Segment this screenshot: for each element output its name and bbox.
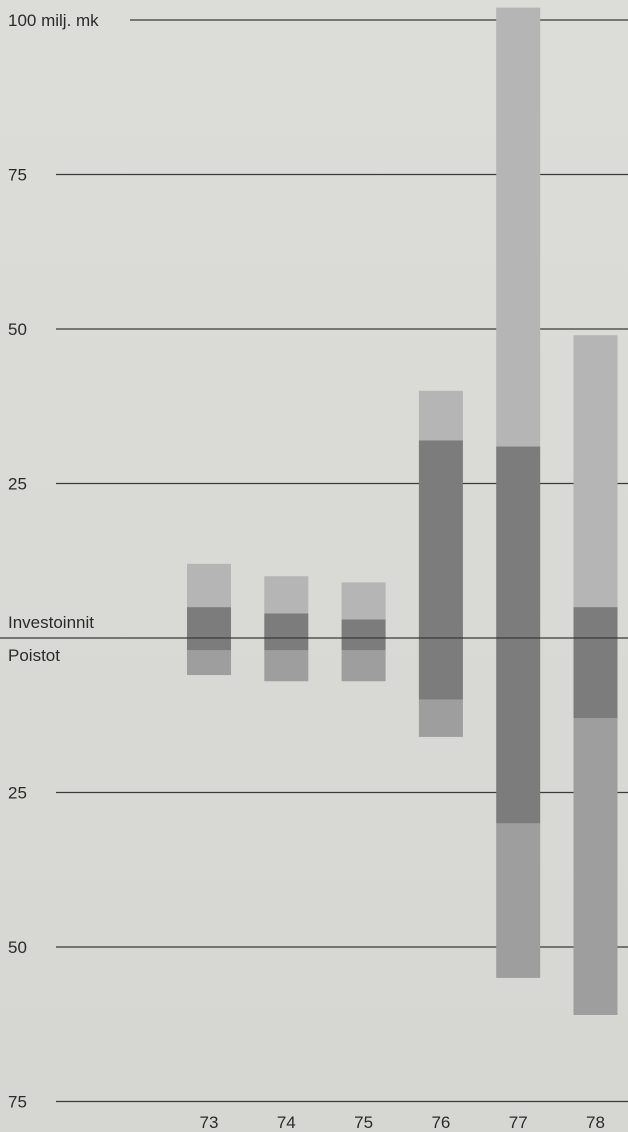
x-tick-label-75: 75 bbox=[354, 1113, 373, 1132]
bar-above-segment-1-cat-76 bbox=[418, 390, 463, 441]
bar-above-segment-0-cat-73 bbox=[187, 607, 231, 638]
y-tick-label-below-1: 50 bbox=[8, 938, 27, 957]
bar-below-segment-0-cat-78 bbox=[573, 638, 618, 719]
x-tick-label-76: 76 bbox=[431, 1113, 450, 1132]
bar-above-segment-0-cat-78 bbox=[573, 607, 618, 638]
bar-below-segment-0-cat-75 bbox=[341, 638, 386, 651]
x-tick-label-77: 77 bbox=[509, 1113, 528, 1132]
bar-below-segment-1-cat-73 bbox=[187, 650, 231, 676]
bar-above-segment-0-cat-76 bbox=[418, 440, 463, 638]
bar-above-segment-1-cat-73 bbox=[187, 563, 231, 608]
y-tick-label-below-2: 75 bbox=[8, 1093, 27, 1112]
x-tick-label-78: 78 bbox=[586, 1113, 605, 1132]
bar-below-segment-0-cat-74 bbox=[264, 638, 309, 651]
bar-above-segment-0-cat-74 bbox=[264, 613, 309, 638]
bar-above-segment-1-cat-78 bbox=[573, 335, 618, 608]
x-tick-label-74: 74 bbox=[277, 1113, 296, 1132]
y-tick-label-below-0: 25 bbox=[8, 784, 27, 803]
x-tick-label-73: 73 bbox=[200, 1113, 219, 1132]
bar-below-segment-1-cat-76 bbox=[418, 699, 463, 737]
bar-below-segment-0-cat-73 bbox=[187, 638, 231, 651]
y-tick-label-above-1: 75 bbox=[8, 166, 27, 185]
bar-below-segment-1-cat-75 bbox=[341, 650, 386, 682]
y-tick-label-above-0: 100 milj. mk bbox=[8, 11, 99, 30]
bar-above-segment-0-cat-75 bbox=[341, 619, 386, 638]
bar-below-segment-1-cat-77 bbox=[496, 823, 541, 978]
bar-above-segment-1-cat-77 bbox=[496, 7, 541, 447]
y-tick-label-above-3: 25 bbox=[8, 475, 27, 494]
bar-below-segment-0-cat-76 bbox=[418, 638, 463, 700]
investments-label: Investoinnit bbox=[8, 613, 94, 632]
depreciation-label: Poistot bbox=[8, 646, 60, 665]
bar-above-segment-0-cat-77 bbox=[496, 446, 541, 638]
bar-above-segment-1-cat-75 bbox=[341, 582, 386, 620]
bar-above-segment-1-cat-74 bbox=[264, 576, 309, 614]
bar-below-segment-0-cat-77 bbox=[496, 638, 541, 824]
y-tick-label-above-2: 50 bbox=[8, 320, 27, 339]
bar-below-segment-1-cat-78 bbox=[573, 718, 618, 1015]
bar-below-segment-1-cat-74 bbox=[264, 650, 309, 682]
